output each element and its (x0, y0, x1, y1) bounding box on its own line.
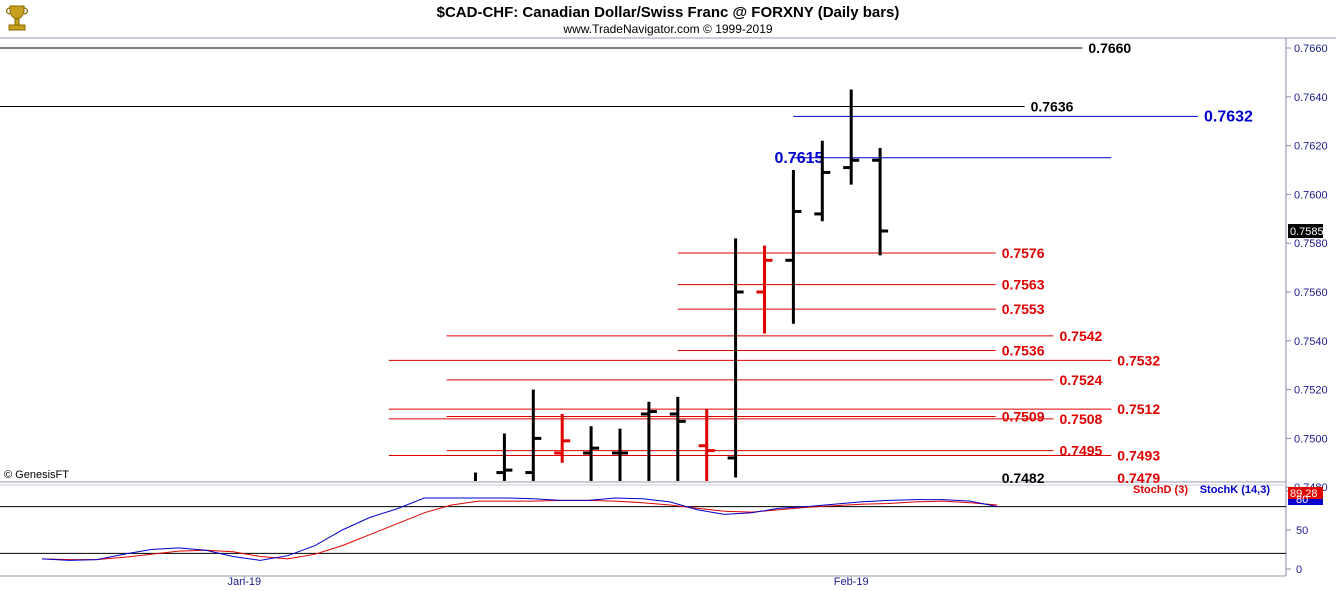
ohlc-bar (525, 389, 542, 481)
price-tick-label: 0.7640 (1294, 92, 1328, 104)
price-tick-label: 0.7620 (1294, 141, 1328, 153)
price-bars (474, 89, 889, 481)
stoch-d-legend: StochD (3) (1133, 484, 1188, 496)
horizontal-levels: 0.7660 0.7636 0.7632 0.7615 0.7576 0.7563 0.75… (0, 40, 1253, 486)
stoch-series-line (41, 497, 998, 561)
trophy-icon (6, 5, 28, 31)
ohlc-bar (669, 396, 686, 481)
stoch-tick-label: 0 (1296, 564, 1302, 576)
level-label: 0.7479 (1117, 470, 1160, 486)
level-label: 0.7576 (1002, 245, 1045, 261)
stoch-series-line (41, 499, 998, 561)
date-axis: Jan-19 Feb-19 (227, 576, 869, 588)
level-label: 0.7632 (1204, 108, 1253, 125)
price-tick-label: 0.7500 (1294, 433, 1328, 445)
level-label: 0.7509 (1002, 408, 1045, 424)
stoch-k-tag (1288, 499, 1323, 505)
level-label: 0.7508 (1060, 411, 1103, 427)
level-label: 0.7512 (1117, 401, 1160, 417)
ohlc-bar (814, 140, 831, 222)
ohlc-bar (612, 428, 628, 481)
level-label: 0.7493 (1117, 447, 1160, 463)
ohlc-bar (698, 409, 715, 481)
chart-title: $CAD-CHF: Canadian Dollar/Swiss Franc @ … (437, 4, 900, 21)
level-label: 0.7615 (774, 150, 823, 167)
ohlc-bar (756, 245, 773, 334)
chart-subtitle: www.TradeNavigator.com © 1999-2019 (562, 22, 772, 36)
ohlc-bar (554, 414, 571, 463)
price-tick-label: 0.7600 (1294, 189, 1328, 201)
header: $CAD-CHF: Canadian Dollar/Swiss Franc @ … (6, 4, 900, 36)
date-axis-label: Feb-19 (834, 576, 869, 588)
stoch-k-value-label: 80 (1296, 494, 1308, 506)
stoch-tick-label: 50 (1296, 525, 1308, 537)
level-label: 0.7495 (1060, 443, 1103, 459)
stoch-value-tag (1288, 487, 1323, 499)
date-axis-label: Jan-19 (227, 576, 261, 588)
price-tick-label: 0.7520 (1294, 385, 1328, 397)
price-tick-label: 0.7560 (1294, 287, 1328, 299)
level-label: 0.7553 (1002, 301, 1045, 317)
price-tick-label: 0.7660 (1294, 43, 1328, 55)
stoch-value-label: 89.28 (1290, 488, 1318, 500)
level-label: 0.7536 (1002, 343, 1045, 359)
level-label: 0.7660 (1088, 40, 1131, 56)
ohlc-bar (843, 89, 860, 185)
price-tick-label: 0.7540 (1294, 336, 1328, 348)
last-price-label: 0.7585 (1290, 226, 1324, 238)
level-label: 0.7563 (1002, 277, 1045, 293)
watermark: © GenesisFT (4, 469, 69, 481)
ohlc-bar (640, 401, 657, 481)
level-label: 0.7524 (1060, 372, 1103, 388)
level-label: 0.7636 (1031, 99, 1074, 115)
price-tick-label: 0.7580 (1294, 238, 1328, 250)
ohlc-bar (496, 433, 513, 481)
ohlc-bar (583, 426, 600, 481)
ohlc-bar (872, 148, 889, 256)
last-price-tag: 0.7585 (1288, 224, 1324, 238)
level-label: 0.7532 (1117, 352, 1160, 368)
level-label: 0.7542 (1060, 328, 1103, 344)
ohlc-bar (785, 170, 802, 324)
level-label: 0.7482 (1002, 470, 1045, 486)
price-axis: 0.7660 0.7640 0.7620 0.7600 0.7580 0.7560 0.75… (1286, 43, 1328, 494)
stoch-k-legend: StochK (14,3) (1200, 484, 1271, 496)
ohlc-bar (727, 238, 744, 478)
